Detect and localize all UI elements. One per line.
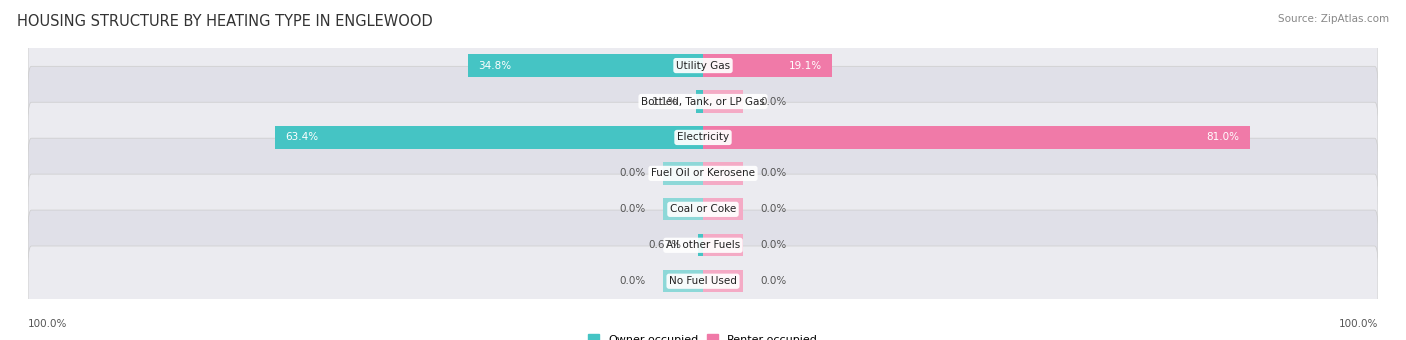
FancyBboxPatch shape <box>28 210 1378 280</box>
Text: 0.0%: 0.0% <box>620 168 645 179</box>
FancyBboxPatch shape <box>28 246 1378 317</box>
Bar <box>703 270 744 292</box>
FancyBboxPatch shape <box>28 102 1378 173</box>
Text: 1.1%: 1.1% <box>652 97 679 106</box>
Text: No Fuel Used: No Fuel Used <box>669 276 737 286</box>
FancyBboxPatch shape <box>28 30 1378 101</box>
Text: Fuel Oil or Kerosene: Fuel Oil or Kerosene <box>651 168 755 179</box>
Bar <box>696 90 703 113</box>
Bar <box>276 126 703 149</box>
FancyBboxPatch shape <box>28 174 1378 244</box>
Bar <box>703 234 744 256</box>
Text: Bottled, Tank, or LP Gas: Bottled, Tank, or LP Gas <box>641 97 765 106</box>
Text: 0.0%: 0.0% <box>761 97 786 106</box>
Text: 0.0%: 0.0% <box>620 276 645 286</box>
Text: 0.0%: 0.0% <box>620 204 645 214</box>
Bar <box>703 54 832 77</box>
Text: 0.0%: 0.0% <box>761 204 786 214</box>
Bar <box>699 234 703 256</box>
Text: 34.8%: 34.8% <box>478 61 512 71</box>
Text: Coal or Coke: Coal or Coke <box>669 204 737 214</box>
Bar <box>662 198 703 220</box>
Bar <box>662 270 703 292</box>
Text: Electricity: Electricity <box>676 133 730 142</box>
Bar <box>662 162 703 185</box>
Bar <box>468 54 703 77</box>
Bar <box>703 162 744 185</box>
Bar <box>703 198 744 220</box>
Text: 0.0%: 0.0% <box>761 168 786 179</box>
Text: All other Fuels: All other Fuels <box>666 240 740 250</box>
Text: Source: ZipAtlas.com: Source: ZipAtlas.com <box>1278 14 1389 23</box>
Bar <box>703 126 1250 149</box>
Text: 100.0%: 100.0% <box>28 319 67 329</box>
Bar <box>703 90 744 113</box>
Text: Utility Gas: Utility Gas <box>676 61 730 71</box>
Text: 63.4%: 63.4% <box>285 133 318 142</box>
FancyBboxPatch shape <box>28 138 1378 209</box>
Text: 0.67%: 0.67% <box>648 240 682 250</box>
Text: 100.0%: 100.0% <box>1339 319 1378 329</box>
Legend: Owner-occupied, Renter-occupied: Owner-occupied, Renter-occupied <box>583 330 823 340</box>
Text: 81.0%: 81.0% <box>1206 133 1240 142</box>
Text: HOUSING STRUCTURE BY HEATING TYPE IN ENGLEWOOD: HOUSING STRUCTURE BY HEATING TYPE IN ENG… <box>17 14 433 29</box>
Text: 19.1%: 19.1% <box>789 61 821 71</box>
FancyBboxPatch shape <box>28 66 1378 137</box>
Text: 0.0%: 0.0% <box>761 276 786 286</box>
Text: 0.0%: 0.0% <box>761 240 786 250</box>
